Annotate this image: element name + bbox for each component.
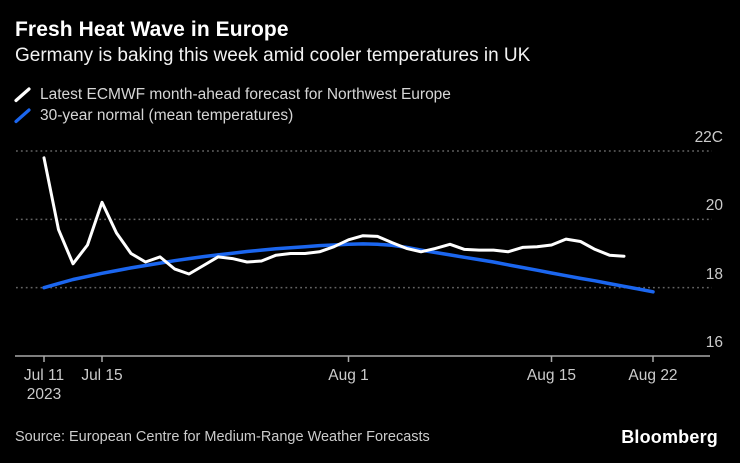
y-axis-label-22: 22C	[694, 129, 723, 146]
y-axis-label-16: 16	[705, 334, 723, 351]
legend-item-normal: 30-year normal (mean temperatures)	[14, 105, 451, 126]
bloomberg-logo: Bloomberg	[621, 427, 718, 447]
y-axis-label-20: 20	[705, 197, 723, 215]
x-axis-label: Aug 1	[328, 367, 369, 384]
legend-label-normal: 30-year normal (mean temperatures)	[40, 106, 294, 124]
legend-item-forecast: Latest ECMWF month-ahead forecast for No…	[14, 84, 451, 105]
y-axis-label-18: 18	[705, 265, 723, 283]
x-axis-label: Aug 22	[628, 367, 678, 384]
series-line-forecast	[42, 156, 626, 276]
source-note: Source: European Centre for Medium-Range…	[15, 429, 430, 445]
x-axis-label: Aug 15	[526, 367, 577, 384]
x-axis-label: Jul 15	[81, 367, 123, 384]
legend: Latest ECMWF month-ahead forecast for No…	[14, 84, 451, 126]
legend-label-forecast: Latest ECMWF month-ahead forecast for No…	[40, 85, 451, 103]
x-axis-label: Jul 11 2023	[23, 367, 65, 403]
white-line-swatch-icon	[14, 86, 31, 102]
series-line-normal	[42, 242, 655, 294]
chart-subtitle: Germany is baking this week amid cooler …	[15, 45, 531, 66]
blue-line-swatch-icon	[14, 107, 31, 123]
chart-title: Fresh Heat Wave in Europe	[15, 18, 289, 41]
